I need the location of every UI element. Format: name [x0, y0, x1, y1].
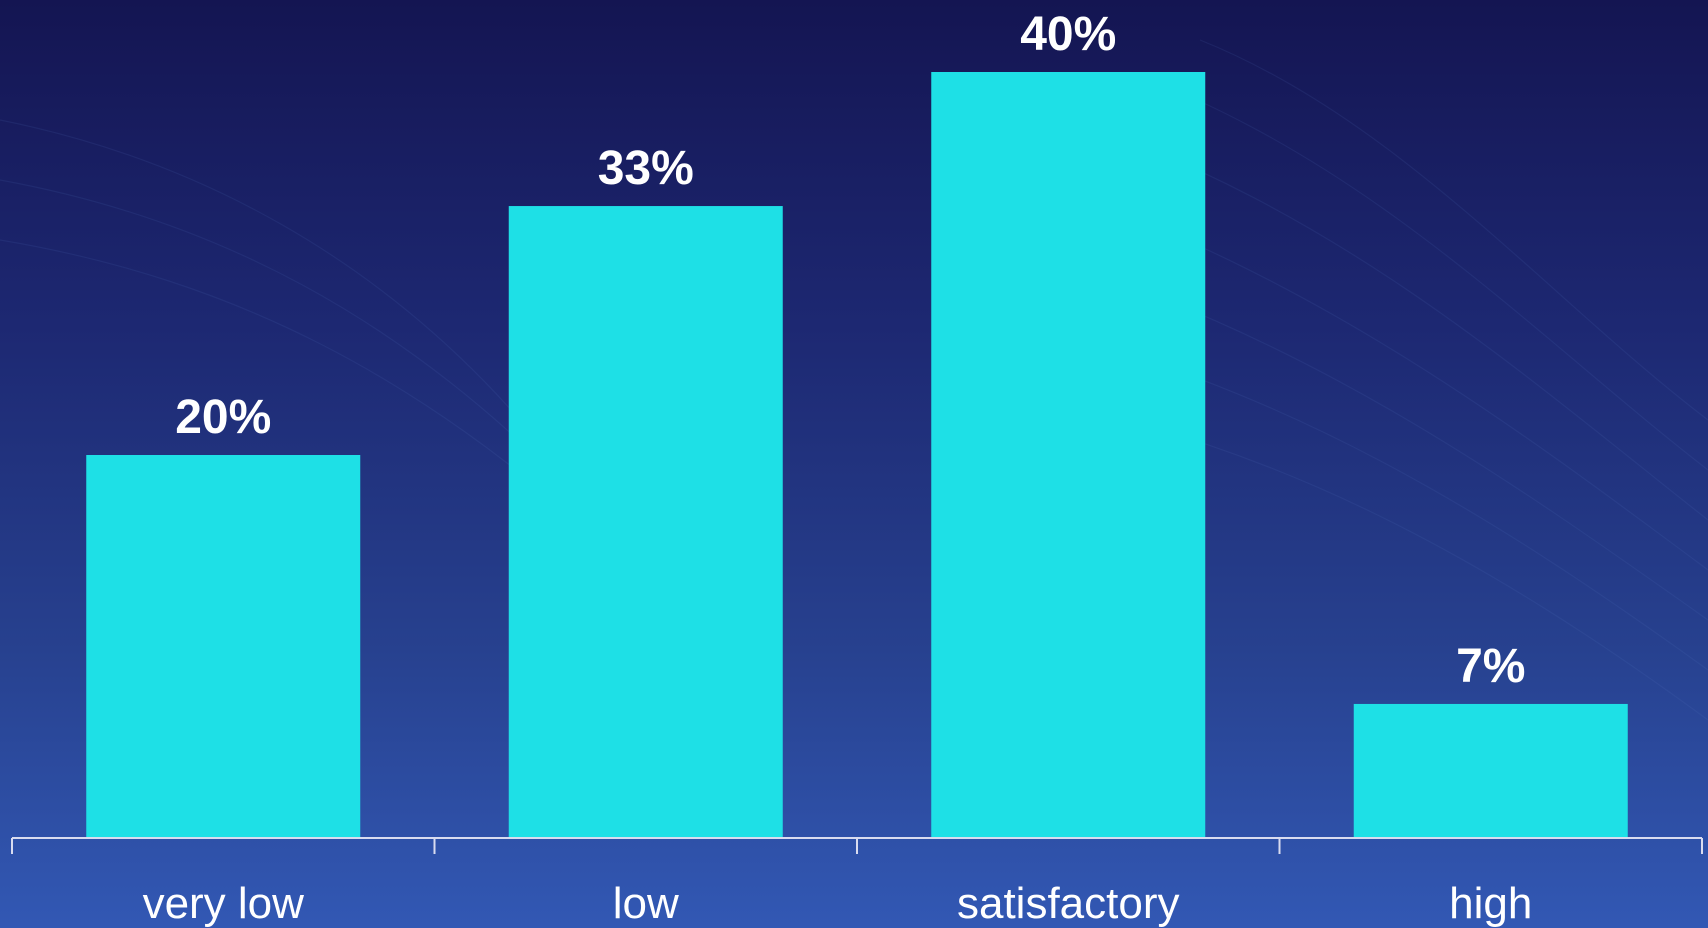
data-label-satisfactory: 40%: [1020, 8, 1116, 61]
category-label-very-low: very low: [143, 879, 305, 928]
bar-very-low: [86, 455, 361, 838]
bar-satisfactory: [931, 72, 1206, 838]
category-label-satisfactory: satisfactory: [957, 879, 1180, 928]
category-label-low: low: [613, 879, 679, 928]
bars-group: [86, 72, 1628, 839]
x-axis: [11, 837, 1703, 854]
bar-low: [508, 206, 783, 839]
data-label-very-low: 20%: [175, 391, 271, 444]
category-labels-group: very low low satisfactory high: [143, 879, 1533, 928]
bar-high: [1353, 703, 1628, 838]
category-label-high: high: [1449, 879, 1532, 928]
data-label-low: 33%: [598, 142, 694, 195]
data-labels-group: 20% 33% 40% 7%: [175, 8, 1525, 693]
data-label-high: 7%: [1456, 640, 1525, 693]
